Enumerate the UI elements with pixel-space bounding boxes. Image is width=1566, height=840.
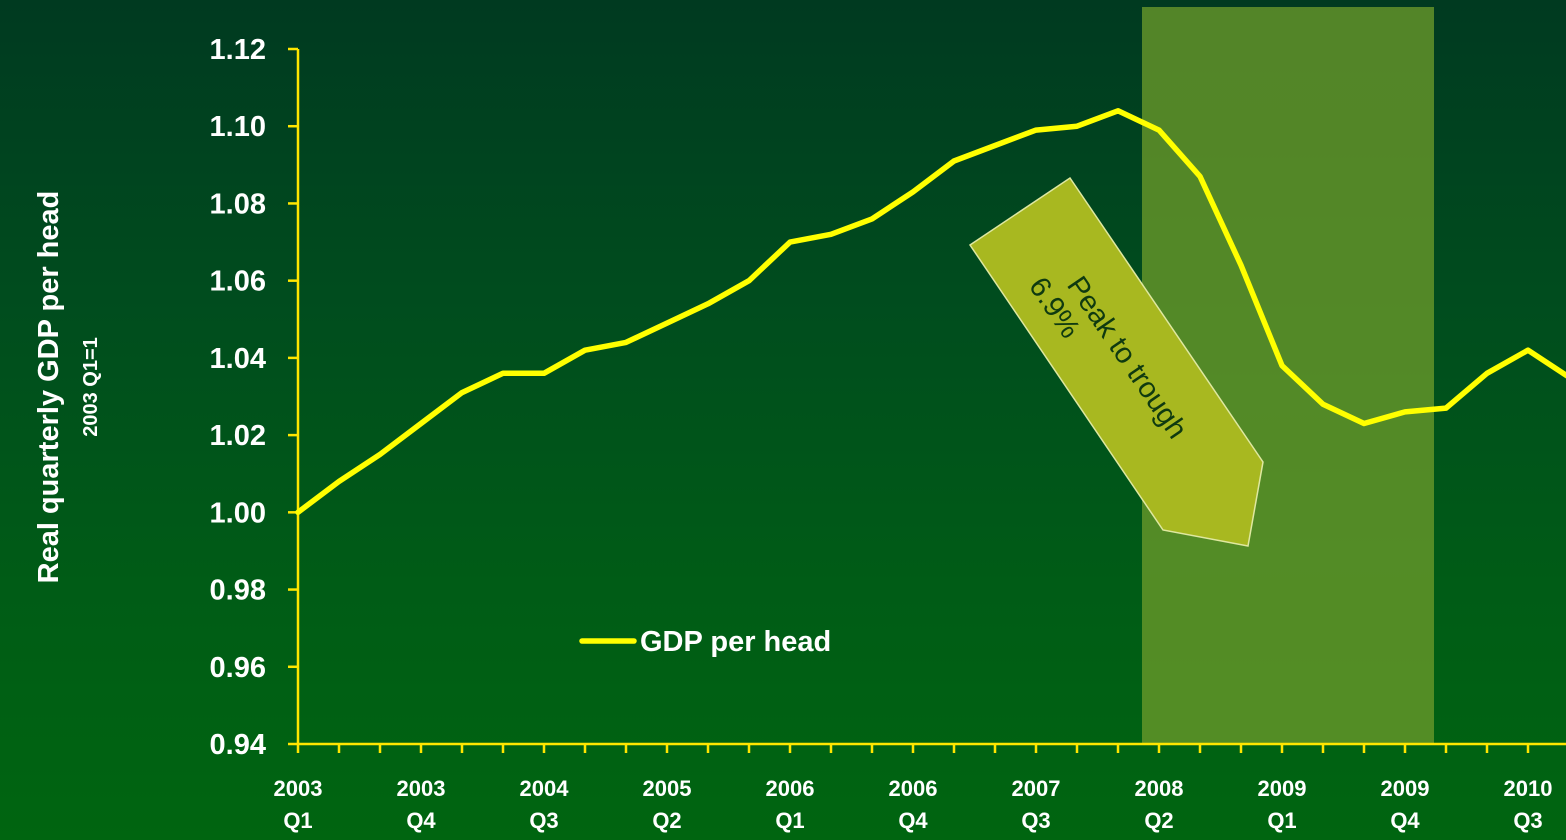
- y-tick-label: 0.96: [210, 652, 266, 684]
- series-line-gdp-per-head: [295, 108, 1566, 516]
- y-tick-label: 1.00: [210, 497, 266, 529]
- y-tick-label: 1.06: [210, 266, 266, 298]
- axes: [296, 49, 1566, 746]
- y-axis-title-sub: 2003 Q1=1: [80, 337, 102, 437]
- data-point: [624, 340, 629, 345]
- data-point: [1157, 128, 1162, 133]
- data-point: [296, 510, 301, 515]
- data-point: [706, 301, 711, 306]
- x-tick-label-quarter: Q2: [652, 808, 681, 833]
- data-point: [501, 371, 506, 376]
- x-tick-label-quarter: Q4: [898, 808, 928, 833]
- data-point: [788, 240, 793, 245]
- data-point: [1485, 371, 1490, 376]
- x-tick-label-quarter: Q1: [1267, 808, 1296, 833]
- x-tick-label-year: 2008: [1135, 776, 1184, 801]
- data-point: [1239, 263, 1244, 268]
- data-point: [870, 216, 875, 221]
- data-point: [1198, 174, 1203, 179]
- x-tick-label-year: 2009: [1381, 776, 1430, 801]
- y-tick-label: 1.02: [210, 420, 266, 452]
- x-tick-label-year: 2006: [889, 776, 938, 801]
- x-tick-label-quarter: Q1: [775, 808, 804, 833]
- data-point: [1034, 128, 1039, 133]
- y-axis-title: Real quarterly GDP per head 2003 Q1=1: [33, 191, 102, 584]
- data-point: [542, 371, 547, 376]
- data-point: [1280, 363, 1285, 368]
- x-tick-label-quarter: Q4: [1390, 808, 1420, 833]
- data-point: [747, 278, 752, 283]
- x-tick-label-year: 2004: [520, 776, 570, 801]
- data-point: [829, 232, 834, 237]
- data-point: [1526, 348, 1531, 353]
- x-tick-label-year: 2010: [1504, 776, 1553, 801]
- data-point: [378, 452, 383, 457]
- data-point: [1403, 409, 1408, 414]
- y-tick-label: 1.12: [210, 34, 266, 66]
- data-point: [583, 348, 588, 353]
- y-tick-label: 0.98: [210, 575, 266, 607]
- y-tick-label: 1.04: [210, 343, 266, 375]
- x-tick-label-quarter: Q3: [1513, 808, 1542, 833]
- data-point: [1321, 402, 1326, 407]
- legend-label-gdp-per-head: GDP per head: [640, 626, 831, 658]
- peak-to-trough-annotation: Peak to trough 6.9%: [968, 176, 1264, 547]
- x-axis-ticks: 2003 Q1 2003 Q4 2004 Q3 2005 Q2 2006 Q1 2006 Q4 2007…: [274, 744, 1553, 833]
- data-point: [1116, 108, 1121, 113]
- y-tick-label: 1.08: [210, 188, 266, 220]
- x-tick-label-year: 2006: [766, 776, 815, 801]
- y-axis-title-main: Real quarterly GDP per head: [33, 191, 65, 584]
- data-point: [1444, 406, 1449, 411]
- x-tick-label-quarter: Q3: [1021, 808, 1050, 833]
- data-point: [1075, 124, 1080, 129]
- x-tick-label-year: 2009: [1258, 776, 1307, 801]
- data-point: [911, 189, 916, 194]
- annotation-arrow: [968, 176, 1264, 547]
- x-tick-label-quarter: Q2: [1144, 808, 1173, 833]
- legend: GDP per head: [579, 626, 831, 658]
- data-point: [460, 390, 465, 395]
- x-tick-label-quarter: Q1: [283, 808, 312, 833]
- data-point: [993, 143, 998, 148]
- x-tick-label-quarter: Q3: [529, 808, 558, 833]
- y-tick-label: 1.10: [210, 111, 266, 143]
- x-tick-label-year: 2007: [1012, 776, 1061, 801]
- x-tick-label-quarter: Q4: [406, 808, 436, 833]
- x-tick-label-year: 2003: [397, 776, 446, 801]
- x-tick-label-year: 2005: [643, 776, 692, 801]
- data-point: [1362, 421, 1367, 426]
- data-point: [952, 158, 957, 163]
- data-point: [419, 421, 424, 426]
- x-tick-label-year: 2003: [274, 776, 323, 801]
- y-tick-label: 0.94: [210, 729, 266, 761]
- y-axis-ticks: 0.94 0.96 0.98 1.00 1.02 1.04 1.06 1.08 1.10 1.12: [210, 34, 298, 761]
- data-point: [337, 479, 342, 484]
- data-point: [665, 321, 670, 326]
